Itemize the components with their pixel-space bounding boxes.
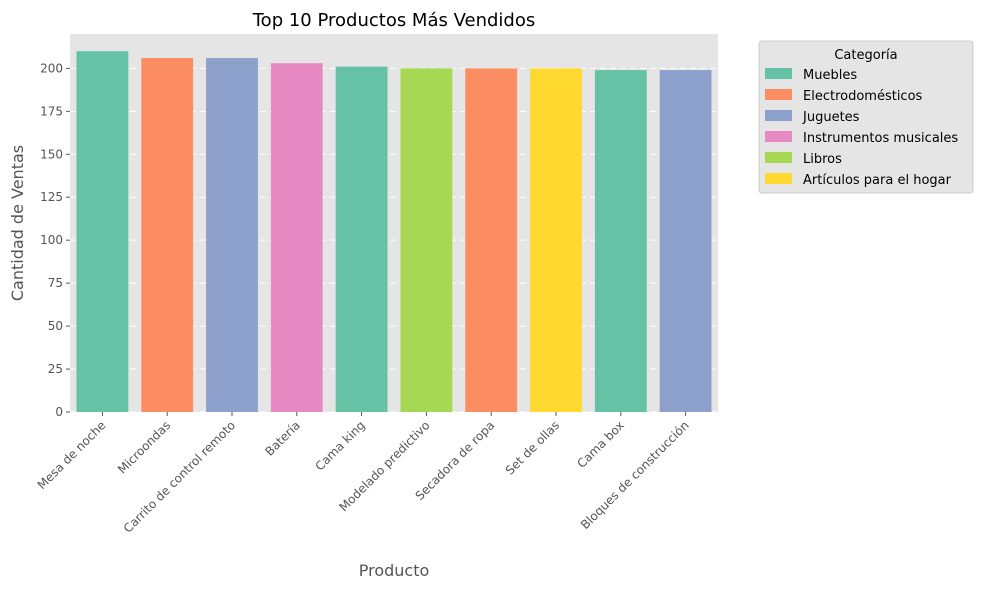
chart-title: Top 10 Productos Más Vendidos — [252, 10, 535, 31]
legend-entry-label: Electrodomésticos — [803, 89, 923, 104]
bars-group — [76, 51, 712, 413]
legend-swatch — [765, 89, 792, 100]
bar — [594, 70, 647, 412]
legend-swatch — [765, 152, 792, 163]
legend-swatch — [765, 173, 792, 184]
bar — [465, 68, 518, 412]
bar — [206, 58, 258, 413]
bar — [335, 66, 388, 413]
bar — [141, 58, 194, 413]
bar — [530, 68, 582, 412]
legend-entry-label: Libros — [803, 152, 842, 167]
legend-entry-label: Juguetes — [802, 110, 860, 125]
legend-title: Categoría — [834, 48, 897, 63]
y-tick-label: 125 — [40, 190, 63, 204]
y-tick-label: 25 — [48, 362, 63, 376]
y-tick-label: 100 — [40, 233, 63, 247]
x-axis-label: Producto — [359, 561, 430, 580]
y-tick-label: 200 — [40, 61, 63, 75]
bar — [659, 70, 712, 412]
bar — [76, 51, 129, 412]
y-tick-label: 0 — [55, 405, 63, 419]
legend-entry-label: Instrumentos musicales — [803, 131, 958, 146]
bar — [270, 63, 323, 412]
y-tick-label: 150 — [40, 147, 63, 161]
legend-box — [758, 40, 974, 194]
legend-swatch — [765, 110, 792, 121]
bar — [400, 68, 453, 412]
legend-entry-label: Muebles — [803, 68, 857, 83]
legend-entry-label: Artículos para el hogar — [803, 173, 952, 188]
legend-swatch — [765, 131, 792, 142]
legend-items: Muebles Electrodomésticos Juguetes Instrume… — [765, 68, 958, 188]
legend: Categoría Muebles Electrodomésticos Juguet… — [758, 40, 974, 194]
y-tick-label: 175 — [40, 104, 63, 118]
y-tick-label: 75 — [48, 276, 63, 290]
y-axis-label: Cantidad de Ventas — [8, 145, 27, 301]
legend-swatch — [765, 68, 792, 79]
y-tick-label: 50 — [48, 319, 63, 333]
y-axis: 0 25 50 75 100 125 150 175 200 — [40, 61, 70, 419]
